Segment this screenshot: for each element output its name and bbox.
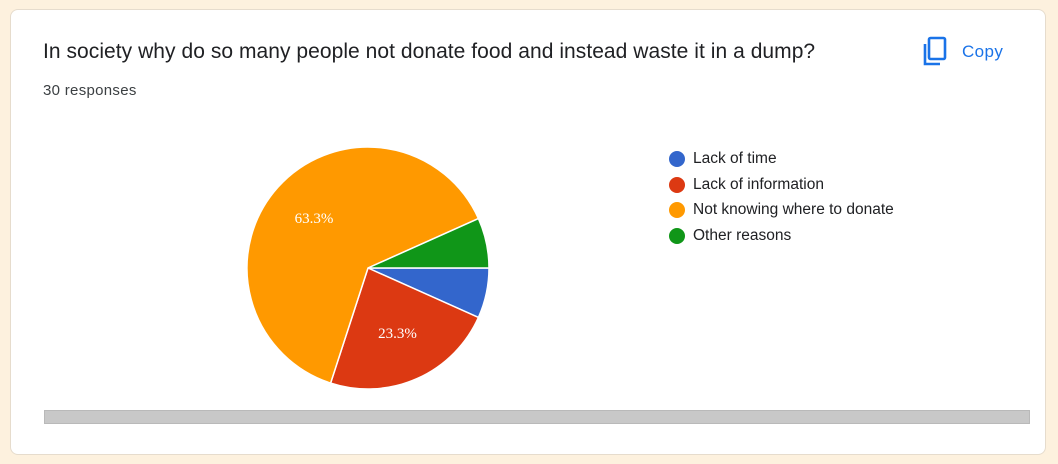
pie-slice-label: 23.3%: [378, 326, 417, 342]
legend-swatch: [669, 227, 685, 244]
pie-slice-other-reasons[interactable]: [367, 217, 490, 269]
legend-swatch: [669, 150, 685, 167]
horizontal-scrollbar[interactable]: [44, 410, 1030, 424]
legend-item: Lack of information: [669, 172, 894, 198]
question-title: In society why do so many people not don…: [43, 40, 816, 63]
copy-button[interactable]: Copy: [916, 32, 1009, 72]
pie-slice-label: 63.3%: [295, 211, 334, 227]
legend-item: Other reasons: [669, 223, 894, 249]
copy-button-label: Copy: [962, 42, 1004, 61]
legend-label: Other reasons: [693, 226, 792, 244]
legend-item: Not knowing where to donate: [669, 197, 894, 223]
legend-label: Lack of time: [693, 149, 777, 167]
chart-legend: Lack of time Lack of information Not knowi…: [669, 146, 894, 249]
question-card: In society why do so many people not don…: [10, 9, 1046, 455]
pie-slice-not-knowing-where-to-donate[interactable]: [246, 146, 480, 385]
copy-icon: [922, 36, 948, 68]
legend-item: Lack of time: [669, 146, 894, 172]
legend-label: Not knowing where to donate: [693, 201, 894, 219]
legend-label: Lack of information: [693, 175, 824, 193]
legend-swatch: [669, 176, 685, 193]
pie-chart: 23.3% 63.3%: [246, 146, 490, 390]
legend-swatch: [669, 202, 685, 219]
pie-slice-lack-of-information[interactable]: [329, 266, 480, 390]
response-count: 30 responses: [43, 82, 137, 99]
